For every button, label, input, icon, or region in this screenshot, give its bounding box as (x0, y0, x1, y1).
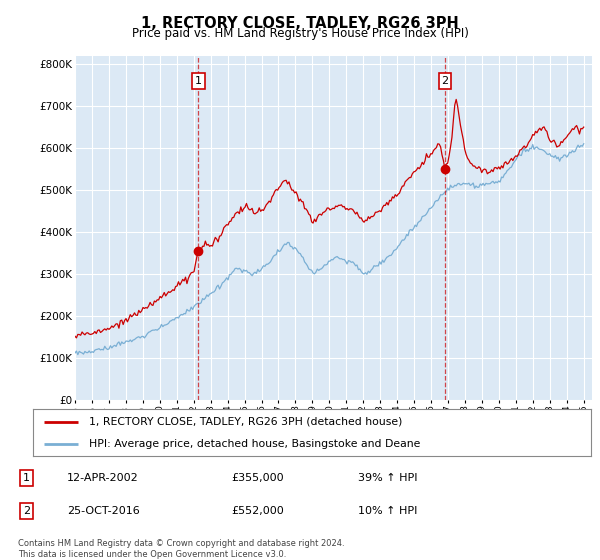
Text: 1: 1 (23, 473, 30, 483)
Text: 1, RECTORY CLOSE, TADLEY, RG26 3PH (detached house): 1, RECTORY CLOSE, TADLEY, RG26 3PH (deta… (89, 417, 402, 427)
Text: HPI: Average price, detached house, Basingstoke and Deane: HPI: Average price, detached house, Basi… (89, 438, 420, 449)
Text: 10% ↑ HPI: 10% ↑ HPI (358, 506, 417, 516)
Text: £552,000: £552,000 (231, 506, 284, 516)
Text: Price paid vs. HM Land Registry's House Price Index (HPI): Price paid vs. HM Land Registry's House … (131, 27, 469, 40)
Text: 2: 2 (441, 76, 448, 86)
Text: 1: 1 (195, 76, 202, 86)
Text: £355,000: £355,000 (231, 473, 284, 483)
Text: Contains HM Land Registry data © Crown copyright and database right 2024.
This d: Contains HM Land Registry data © Crown c… (18, 539, 344, 559)
Text: 39% ↑ HPI: 39% ↑ HPI (358, 473, 417, 483)
Text: 1, RECTORY CLOSE, TADLEY, RG26 3PH: 1, RECTORY CLOSE, TADLEY, RG26 3PH (141, 16, 459, 31)
Text: 2: 2 (23, 506, 30, 516)
Text: 25-OCT-2016: 25-OCT-2016 (67, 506, 139, 516)
Text: 12-APR-2002: 12-APR-2002 (67, 473, 139, 483)
